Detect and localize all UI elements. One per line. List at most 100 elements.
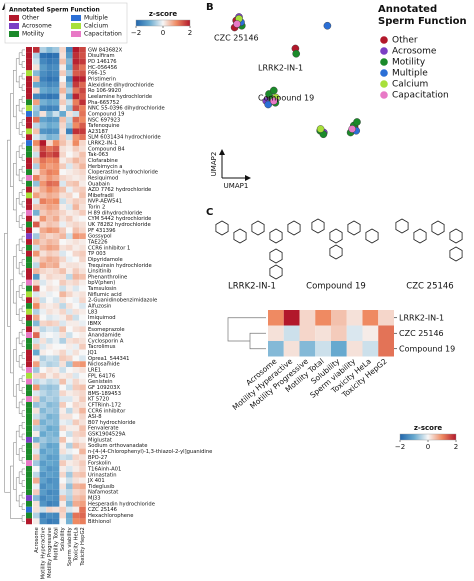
legend-marker: [380, 80, 388, 88]
heatmap-cell: [46, 355, 53, 362]
legend-swatch: [71, 31, 81, 37]
ring: [449, 246, 463, 262]
heatmap-cell: [39, 157, 47, 164]
legend-swatch: [71, 15, 81, 21]
heatmap-cell: [79, 314, 86, 321]
heatmap-cell: [66, 454, 73, 461]
heatmap-cell: [59, 460, 66, 467]
heatmap-cell: [346, 341, 363, 357]
heatmap-cell: [66, 291, 73, 298]
heatmap-cell: [79, 390, 86, 397]
dendrogram: [15, 430, 20, 455]
heatmap-cell: [66, 128, 73, 135]
heatmap-cell: [79, 134, 86, 141]
function-annotation: [26, 76, 32, 82]
row-label: GSK1904529A: [88, 432, 126, 438]
row-label: NVP-AEW541: [88, 199, 122, 205]
heatmap-cell: [33, 122, 40, 129]
dendrogram: [15, 244, 20, 269]
dendrogram: [21, 398, 25, 406]
function-annotation: [26, 116, 32, 123]
heatmap-cell: [59, 419, 66, 426]
dendrogram: [21, 491, 25, 499]
heatmap-cell: [378, 325, 394, 341]
ring: [269, 228, 283, 244]
heatmap-cell: [33, 466, 40, 472]
heatmap-cell: [66, 483, 73, 490]
heatmap-cell: [52, 285, 60, 292]
heatmap-cell: [33, 198, 40, 205]
heatmap-cell: [72, 81, 80, 88]
legend-marker: [380, 69, 388, 77]
heatmap-cell: [66, 140, 73, 146]
heatmap-cell: [52, 64, 60, 71]
heatmap-cell: [79, 303, 86, 309]
function-annotation: [26, 372, 32, 379]
heatmap-cell: [72, 239, 80, 245]
heatmap-cell: [46, 151, 53, 158]
row-label: SLM 6031434 hydrochloride: [88, 135, 161, 141]
function-annotation: [26, 81, 32, 88]
heatmap-cell: [39, 239, 47, 245]
heatmap-cell: [39, 303, 47, 309]
heatmap-cell: [46, 460, 53, 467]
heatmap-cell: [72, 215, 80, 222]
heatmap-cell: [72, 116, 80, 123]
heatmap-cell: [39, 431, 47, 437]
heatmap-cell: [66, 81, 73, 88]
dendrogram: [21, 468, 25, 476]
function-annotation: [26, 239, 32, 245]
heatmap-cell: [66, 134, 73, 141]
heatmap-cell: [46, 314, 53, 321]
dendrogram: [21, 107, 25, 115]
heatmap-cell: [66, 262, 73, 269]
heatmap-cell: [66, 303, 73, 309]
heatmap-cell: [59, 291, 66, 298]
row-label: CYM 5442 hydrochloride: [88, 216, 151, 222]
legend-title: Annotated Sperm Function: [9, 7, 100, 14]
heatmap-cell: [66, 343, 73, 350]
heatmap-cell: [46, 221, 53, 228]
function-annotation: [26, 105, 32, 112]
heatmap-cell: [79, 477, 86, 484]
heatmap-cell: [52, 332, 60, 338]
ring: [251, 220, 265, 236]
heatmap-cell: [39, 244, 47, 251]
function-annotation: [26, 454, 32, 461]
column-label: Motility Hyperactive: [40, 527, 46, 579]
heatmap-cell: [46, 320, 53, 327]
heatmap-cell: [79, 140, 86, 146]
dendrogram: [15, 151, 20, 176]
heatmap-cell: [59, 431, 66, 437]
heatmap-cell: [79, 431, 86, 437]
legend-label: Calcium: [392, 80, 428, 90]
heatmap-cell: [59, 134, 66, 141]
heatmap-cell: [66, 192, 73, 199]
heatmap-cell: [46, 227, 53, 234]
heatmap-cell: [39, 471, 47, 478]
heatmap-cell: [59, 407, 66, 414]
row-label: KT 5720: [88, 397, 109, 403]
heatmap-cell: [52, 518, 60, 525]
function-annotation: [26, 122, 32, 129]
heatmap-cell: [46, 111, 53, 117]
row-label: LRRK2-IN-1: [88, 141, 117, 147]
heatmap-cell: [66, 372, 73, 379]
heatmap-cell: [52, 367, 60, 373]
row-label: Anandamide: [88, 333, 121, 339]
function-annotation: [26, 349, 32, 356]
heatmap-cell: [46, 500, 53, 507]
heatmap-cell: [46, 279, 53, 286]
heatmap-cell: [59, 262, 66, 269]
function-annotation: [26, 297, 32, 304]
function-annotation: [26, 442, 32, 449]
function-annotation: [26, 256, 32, 263]
heatmap-cell: [66, 361, 73, 368]
heatmap-cell: [79, 198, 86, 205]
legend-label: Other: [392, 36, 418, 46]
dendrogram: [18, 75, 23, 88]
row-label: AZD 7762 hydrochloride: [88, 187, 151, 193]
heatmap-cell: [79, 87, 86, 94]
row-label: n-[4-(4-Chlorophenyl)-1,3-thiazol-2-yl]g…: [88, 449, 212, 455]
dendrogram: [18, 471, 23, 484]
